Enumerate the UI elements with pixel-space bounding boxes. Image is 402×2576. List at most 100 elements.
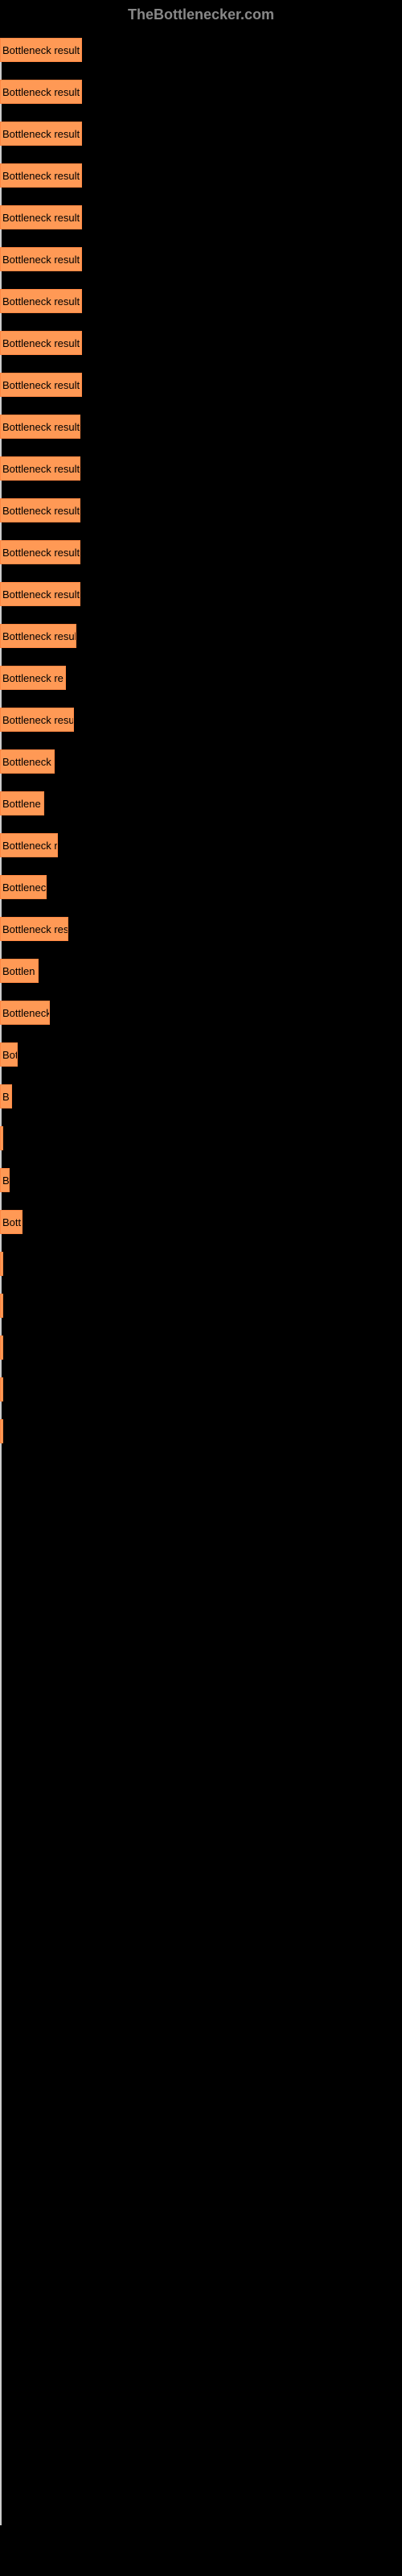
bar-row: [0, 2424, 402, 2448]
bar-row: Bott: [0, 1210, 402, 1234]
bar-label: Bottlene: [2, 798, 41, 810]
bottleneck-chart: Bottleneck result Bottleneck result Bottle…: [0, 30, 402, 2525]
bar-row: Bottleneck result: [0, 38, 402, 62]
bar: Bottleneck result: [0, 540, 80, 564]
bar-row: [0, 1503, 402, 1527]
bar-label: Bottleneck result: [2, 421, 80, 433]
bar: Bottleneck result: [0, 624, 76, 648]
bar-label: Bottleneck result: [2, 505, 80, 517]
site-title: TheBottlenecker.com: [128, 6, 274, 23]
bar: B: [0, 1084, 12, 1108]
bar-row: [0, 1754, 402, 1778]
bar: Bottleneck result: [0, 373, 82, 397]
bar-row: [0, 1922, 402, 1946]
bar-row: Bottleneck result: [0, 540, 402, 564]
bar-row: Bottleneck res: [0, 917, 402, 941]
bar-row: [0, 1838, 402, 1862]
bar-label: Bottleneck: [2, 881, 47, 894]
bar-row: [0, 2382, 402, 2406]
bar-row: [0, 1419, 402, 1443]
bar-label: Bottleneck result: [2, 379, 80, 391]
bar-label: Bottleneck result: [2, 170, 80, 182]
bar-label: Bottleneck result: [2, 128, 80, 140]
bar: [0, 1377, 3, 1402]
bar-label: Bottleneck result: [2, 337, 80, 349]
bar-row: [0, 1712, 402, 1736]
bar-row: B: [0, 1084, 402, 1108]
bar: [0, 1335, 3, 1360]
bar-row: [0, 1587, 402, 1611]
bar-row: [0, 1670, 402, 1695]
bar: Bottleneck result: [0, 498, 80, 522]
bar-label: Bottleneck result: [2, 44, 80, 56]
bar: Bottleneck result: [0, 247, 82, 271]
bar-row: [0, 2466, 402, 2490]
bar: Bottleneck: [0, 1001, 50, 1025]
bar: Bottlen: [0, 959, 39, 983]
bar: Bottleneck r: [0, 833, 58, 857]
bar-row: Bottleneck result: [0, 289, 402, 313]
bar: [0, 1419, 3, 1443]
bar-row: Bottleneck result: [0, 122, 402, 146]
bar: Bottleneck result: [0, 38, 82, 62]
bar-label: Bottleneck resul: [2, 714, 74, 726]
bar-label: Bottleneck result: [2, 254, 80, 266]
bar-label: B: [2, 1091, 10, 1103]
bar: [0, 1126, 3, 1150]
bar-label: Bottleneck: [2, 756, 51, 768]
bar: Bottleneck result: [0, 331, 82, 355]
bar: Bottleneck result: [0, 80, 82, 104]
bar: Bot: [0, 1042, 18, 1067]
bar-label: Bottleneck result: [2, 630, 76, 642]
bar-row: Bottleneck result: [0, 498, 402, 522]
bar-label: Bottleneck: [2, 1007, 50, 1019]
bar: Bottleneck re: [0, 666, 66, 690]
bar-row: B: [0, 1168, 402, 1192]
bar-row: Bottleneck: [0, 1001, 402, 1025]
bar-label: B: [2, 1174, 10, 1187]
site-header: TheBottlenecker.com: [0, 0, 402, 30]
bar-label: Bottleneck r: [2, 840, 58, 852]
bar-label: Bott: [2, 1216, 21, 1228]
bar-row: Bottleneck result: [0, 247, 402, 271]
bar-row: [0, 2215, 402, 2239]
bar-label: Bot: [2, 1049, 18, 1061]
bar-label: Bottleneck result: [2, 463, 80, 475]
bar: Bottleneck result: [0, 289, 82, 313]
bar: Bottleneck result: [0, 582, 80, 606]
bar: B: [0, 1168, 10, 1192]
bar-row: [0, 1461, 402, 1485]
bar-row: Bottleneck result: [0, 163, 402, 188]
bar: Bottleneck result: [0, 205, 82, 229]
bar: Bottleneck: [0, 875, 47, 899]
bar-label: Bottleneck result: [2, 547, 80, 559]
bar: [0, 1294, 3, 1318]
bar-row: [0, 2340, 402, 2364]
bar-row: Bottlene: [0, 791, 402, 815]
bar: Bottlene: [0, 791, 44, 815]
bar-row: [0, 1126, 402, 1150]
bar-row: Bottleneck: [0, 749, 402, 774]
bar-row: [0, 2089, 402, 2113]
bar-label: Bottleneck result: [2, 588, 80, 601]
bar-row: Bottleneck re: [0, 666, 402, 690]
bar-row: Bottleneck result: [0, 624, 402, 648]
bar-row: [0, 1252, 402, 1276]
bar-row: [0, 2256, 402, 2281]
bar-row: Bottleneck result: [0, 373, 402, 397]
bar: [0, 1252, 3, 1276]
bar-label: Bottleneck re: [2, 672, 64, 684]
bar-row: [0, 2173, 402, 2197]
bar: Bottleneck result: [0, 122, 82, 146]
bar-row: Bottlen: [0, 959, 402, 983]
bar-row: Bottleneck result: [0, 456, 402, 481]
bar-row: [0, 2298, 402, 2322]
bar-label: Bottleneck result: [2, 295, 80, 308]
bar: Bottleneck res: [0, 917, 68, 941]
bar-row: Bottleneck r: [0, 833, 402, 857]
bar-row: [0, 2047, 402, 2071]
bar-label: Bottlen: [2, 965, 35, 977]
bar: Bottleneck result: [0, 415, 80, 439]
bar-row: [0, 1294, 402, 1318]
bar: Bottleneck result: [0, 456, 80, 481]
